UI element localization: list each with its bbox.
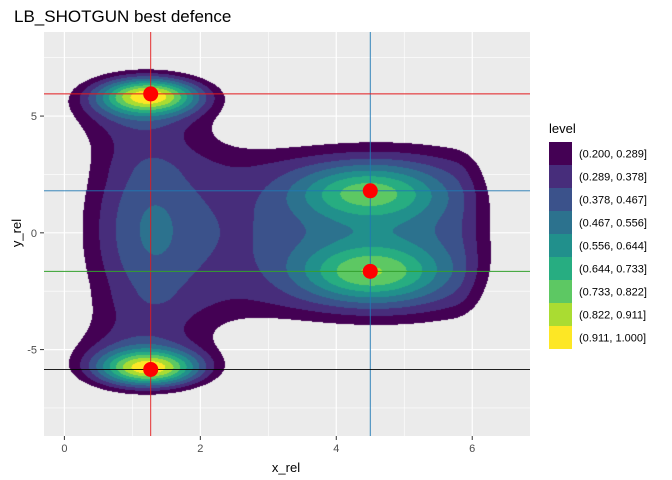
chart-title: LB_SHOTGUN best defence (14, 7, 231, 26)
legend-key (549, 326, 572, 349)
y-tick-label: -5 (27, 345, 37, 357)
legend-key (549, 234, 572, 257)
legend-label: (0.911, 1.000] (579, 333, 646, 345)
x-tick-label: 4 (333, 443, 339, 455)
legend-label: (0.289, 0.378] (579, 172, 647, 184)
y-tick-label: 5 (31, 111, 37, 123)
y-axis-title: y_rel (9, 219, 24, 247)
x-axis-title: x_rel (272, 460, 300, 475)
legend-key (549, 142, 572, 165)
contour-bands (44, 32, 530, 436)
x-tick-label: 0 (61, 443, 67, 455)
legend-key (549, 165, 572, 188)
legend-key (549, 303, 572, 326)
legend-key (549, 188, 572, 211)
x-tick-label: 2 (197, 443, 203, 455)
legend-label: (0.467, 0.556] (579, 218, 647, 230)
axis-ticks: 0 2 4 6 -5 0 5 (27, 111, 475, 455)
legend-key (549, 211, 572, 234)
density-contour-fill (44, 32, 530, 436)
points (143, 86, 378, 377)
data-point (362, 183, 378, 199)
legend-label: (0.644, 0.733] (579, 264, 647, 276)
legend-title: level (549, 121, 576, 136)
data-point (362, 263, 378, 279)
data-point (143, 361, 159, 377)
legend-label: (0.822, 0.911] (579, 310, 646, 322)
legend-label: (0.556, 0.644] (579, 241, 647, 253)
legend-key (549, 257, 572, 280)
legend: level (0.200, 0.289] (0.289, 0.378] (0.378… (549, 121, 647, 349)
legend-label: (0.733, 0.822] (579, 287, 647, 299)
legend-label: (0.200, 0.289] (579, 149, 647, 161)
y-tick-label: 0 (31, 228, 37, 240)
legend-key (549, 280, 572, 303)
reference-lines (44, 32, 530, 436)
x-tick-label: 6 (469, 443, 475, 455)
legend-label: (0.378, 0.467] (579, 195, 647, 207)
data-point (143, 86, 159, 102)
